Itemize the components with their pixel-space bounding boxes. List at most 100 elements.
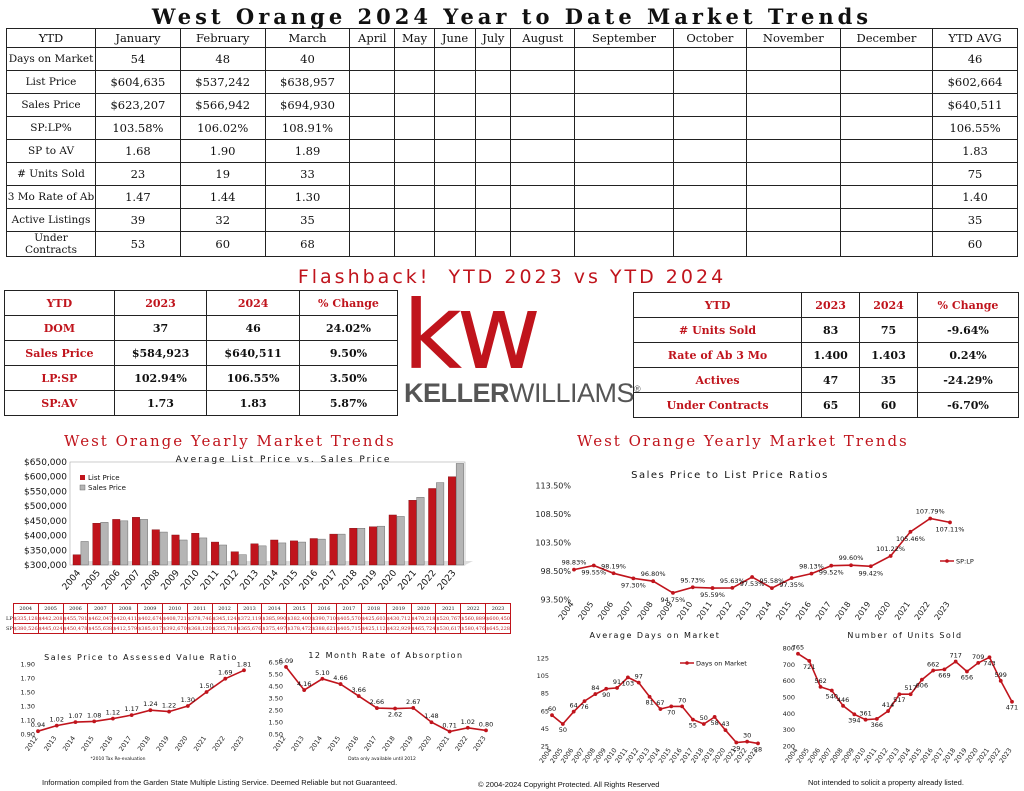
ytd-cell	[475, 185, 512, 209]
ytd-cell	[672, 47, 747, 71]
ytd-cell	[574, 93, 674, 117]
ytd-cell: $638,957	[264, 70, 351, 94]
mini-table-cell: 2007	[87, 603, 114, 614]
data-label: 606	[916, 682, 928, 690]
ytd-cell	[839, 208, 934, 232]
ytd-row: Under Contracts 53 60 68 60	[6, 231, 1018, 257]
data-point	[769, 586, 774, 591]
data-point	[636, 680, 641, 685]
bar-sales-price	[179, 539, 188, 566]
compare-cell: 75	[859, 317, 918, 343]
x-tick-label: 2016	[344, 735, 360, 753]
legend-marker	[685, 661, 689, 665]
data-point	[863, 717, 868, 722]
ytd-cell	[510, 208, 576, 232]
compare-cell: Actives	[632, 367, 803, 393]
data-point	[484, 728, 488, 733]
ytd-row-label: Sales Price	[6, 93, 96, 117]
mini-table-row: SP $380,526 $445,024 $450,478 $455,638 $412,5…	[6, 623, 511, 634]
data-label: 99.52%	[819, 569, 844, 577]
compare-cell: -24.29%	[916, 367, 1020, 393]
mini-table-cell: $462,047	[87, 613, 114, 624]
ytd-col-header: YTD	[6, 28, 96, 48]
mini-table-cell: 2005	[37, 603, 64, 614]
data-label: 1.02	[461, 718, 475, 726]
y-tick-label: 2.50	[269, 707, 283, 715]
ytd-cell	[745, 208, 841, 232]
mini-table-row: LP $335,128 $442,208 $455,781 $462,047 $420,4…	[6, 613, 511, 624]
series-line	[37, 669, 245, 732]
ytd-cell: 35	[264, 208, 351, 232]
mini-table-cell: $335,718	[211, 623, 238, 634]
ytd-row: List Price $604,635 $537,242 $638,957 $602,6…	[6, 70, 1018, 94]
ytd-cell	[394, 185, 435, 209]
data-label: 29	[732, 744, 740, 752]
data-label: 662	[927, 661, 939, 669]
data-label: 0.94	[31, 721, 45, 729]
x-tick-label: 2005	[81, 569, 103, 593]
data-point	[868, 564, 873, 569]
ytd-cell	[839, 116, 934, 140]
compare-cell: 47	[801, 367, 861, 393]
compare-cell: YTD	[4, 290, 115, 316]
x-tick-label: 2020	[377, 568, 400, 592]
series-line	[573, 517, 951, 594]
data-label: 105.46%	[896, 535, 925, 543]
data-label: 471	[1006, 704, 1018, 712]
bar-list-price	[171, 534, 180, 566]
data-point	[671, 590, 675, 595]
data-point	[712, 715, 717, 719]
data-point	[129, 713, 134, 717]
data-label: 98.13%	[799, 563, 824, 571]
mini-table-cell: $372,119	[236, 613, 263, 624]
compare-row: # Units Sold 83 75 -9.64%	[632, 317, 1020, 343]
compare-cell: 2024	[206, 290, 300, 316]
y-tick-label: 45	[541, 725, 549, 733]
x-tick-label: 2016	[99, 735, 115, 753]
mini-table-cell: 2019	[385, 603, 412, 614]
ytd-cell	[394, 70, 435, 94]
data-point	[647, 694, 652, 699]
y-tick-label: $650,000	[24, 458, 67, 468]
mini-table-cell: 2023	[485, 603, 511, 614]
data-label: 717	[949, 652, 961, 660]
data-point	[745, 739, 750, 744]
data-label: 98.19%	[601, 562, 626, 570]
data-label: 414	[882, 701, 894, 709]
footer-solicit-note: Not intended to solicit a property alrea…	[808, 778, 964, 787]
data-point	[789, 576, 794, 580]
x-tick-label: 2015	[326, 735, 342, 753]
bar-sales-price	[337, 533, 346, 566]
data-point	[111, 716, 115, 721]
legend-swatch-sales	[79, 484, 86, 491]
data-label: 366	[871, 721, 883, 729]
ytd-row-label: Under Contracts	[6, 231, 96, 257]
chart-units-sold: Number of Units Sold 200 300 400 500 600 700 80…	[783, 631, 1019, 765]
ytd-cell	[349, 70, 396, 94]
mini-table-cell: $455,781	[62, 613, 89, 624]
bar-list-price	[92, 523, 101, 566]
bar-list-price	[112, 519, 121, 566]
y-tick-label: 1.50	[21, 689, 35, 697]
bar-list-price	[151, 529, 160, 566]
ytd-cell: 46	[932, 47, 1018, 71]
kw-name-light: WILLIAMS	[509, 378, 635, 408]
ytd-cell	[672, 70, 747, 94]
y-tick-label: $350,000	[24, 546, 67, 556]
data-point	[908, 692, 913, 697]
mini-table-cell: $385,017	[137, 623, 163, 634]
mini-table-cell: $380,526	[12, 623, 39, 634]
data-label: 562	[814, 677, 826, 685]
data-label: 1.81	[237, 660, 251, 668]
y-tick-label: 700	[783, 661, 795, 669]
compare-cell: 2024	[859, 292, 918, 318]
data-label: 90	[602, 691, 610, 699]
data-label: 84	[591, 684, 599, 692]
y-tick-label: 1.10	[21, 717, 35, 725]
data-point	[701, 722, 706, 726]
ytd-cell: $623,207	[95, 93, 181, 117]
ytd-cell	[745, 162, 841, 186]
ytd-cell	[510, 93, 576, 117]
x-tick-label: 2023	[933, 600, 952, 622]
chart-title: Average List Price vs. Sales Price	[176, 455, 392, 465]
